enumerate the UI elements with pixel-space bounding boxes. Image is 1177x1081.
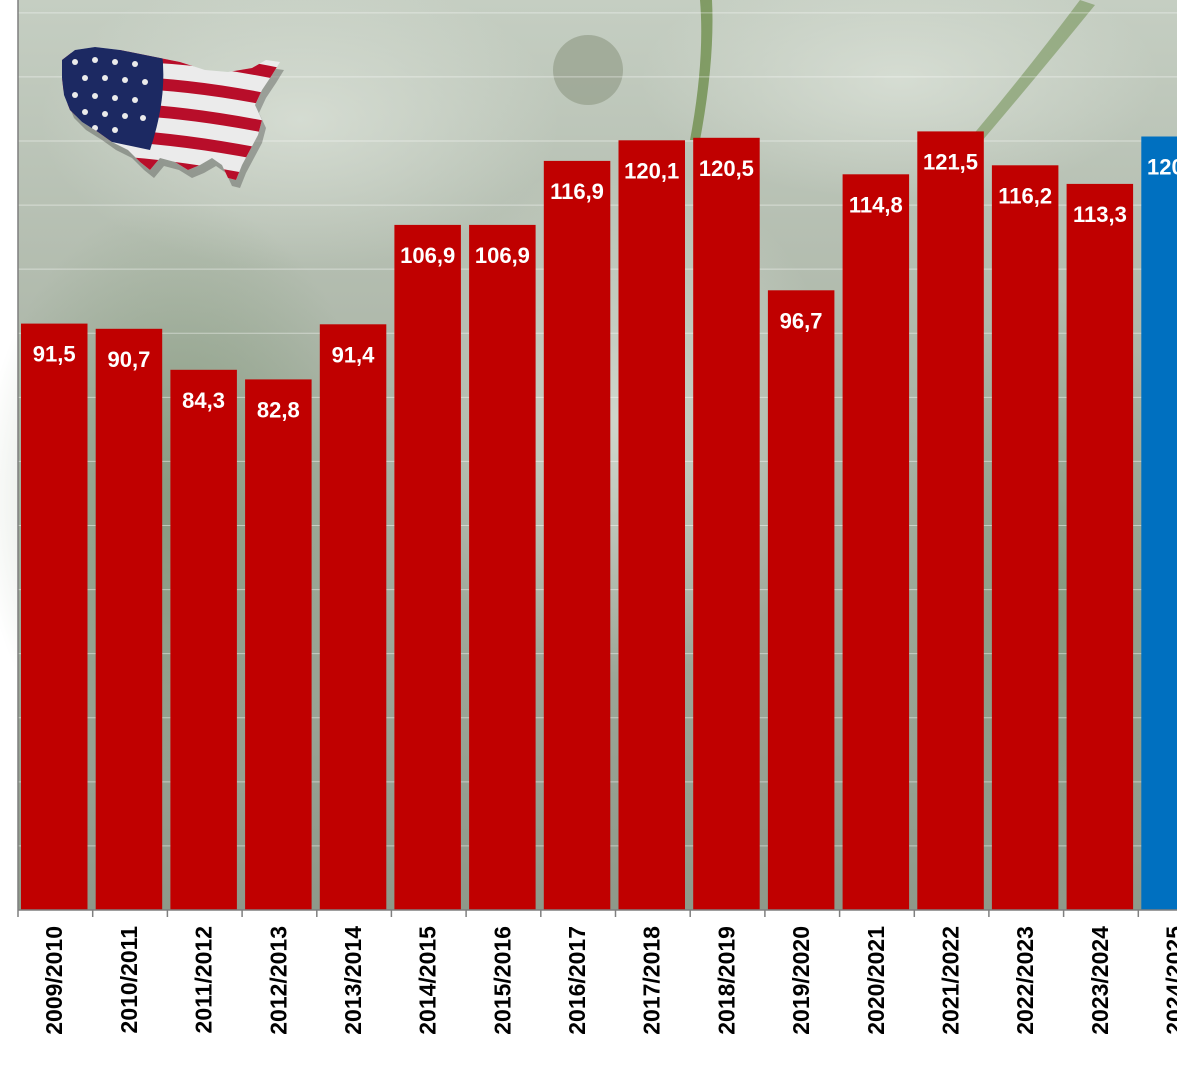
- x-tick-label: 2016/2017: [564, 926, 590, 1035]
- x-tick-label: 2018/2019: [713, 926, 739, 1035]
- x-tick-label: 2020/2021: [863, 926, 889, 1035]
- x-tick-label: 2011/2012: [191, 926, 217, 1033]
- value-label: 116,9: [550, 179, 604, 204]
- value-label: 82,8: [257, 397, 300, 422]
- bar: [21, 323, 88, 911]
- value-label: 120,1: [624, 158, 679, 183]
- x-tick-label: 2023/2024: [1087, 926, 1113, 1035]
- x-tick-label: 2009/2010: [41, 926, 67, 1035]
- x-tick-label: 2012/2013: [265, 926, 291, 1035]
- bar: [394, 224, 461, 910]
- value-label: 116,2: [998, 183, 1052, 208]
- x-tick-label: 2022/2023: [1012, 926, 1038, 1035]
- bar: [469, 224, 536, 910]
- x-axis-tick-labels: 2009/2010 2010/2011 2011/2012 2012/2013 2013…: [41, 926, 1177, 1035]
- value-label: 96,7: [780, 308, 823, 333]
- x-axis-ticks: [17, 910, 1140, 917]
- value-label: 91,5: [33, 342, 76, 367]
- x-tick-label: 2019/2020: [788, 926, 814, 1035]
- value-label: 121,5: [923, 149, 978, 174]
- bar: [991, 165, 1059, 911]
- bar: [693, 137, 760, 911]
- bar: [245, 379, 312, 910]
- x-tick-label: 2021/2022: [938, 926, 964, 1035]
- value-label: 120,7: [1147, 155, 1177, 180]
- value-labels: 91,5 90,7 84,3 82,8 91,4 106,9 106,9 116,9 120,1…: [33, 149, 1177, 422]
- bar: [917, 131, 984, 910]
- bar: [767, 290, 835, 910]
- value-label: 113,3: [1073, 202, 1127, 227]
- x-tick-label: 2015/2016: [489, 926, 515, 1035]
- bar: [170, 369, 237, 910]
- x-tick-label: 2024/2025: [1162, 926, 1177, 1035]
- x-tick-label: 2014/2015: [415, 926, 441, 1035]
- value-label: 106,9: [400, 243, 455, 268]
- value-label: 84,3: [182, 388, 225, 413]
- value-label: 106,9: [475, 243, 530, 268]
- value-label: 90,7: [107, 347, 150, 372]
- bar: [1141, 136, 1177, 910]
- bar: [842, 174, 910, 911]
- bars: [21, 131, 1177, 911]
- x-tick-label: 2013/2014: [340, 926, 366, 1035]
- bar: [543, 160, 611, 910]
- bar: [1066, 183, 1134, 910]
- x-tick-label: 2017/2018: [639, 926, 665, 1035]
- bar: [618, 140, 685, 911]
- x-tick-label: 2010/2011: [116, 926, 142, 1034]
- bar: [319, 324, 387, 910]
- value-label: 114,8: [849, 192, 903, 217]
- bar: [95, 328, 163, 910]
- value-label: 120,5: [699, 156, 754, 181]
- value-label: 91,4: [332, 342, 376, 367]
